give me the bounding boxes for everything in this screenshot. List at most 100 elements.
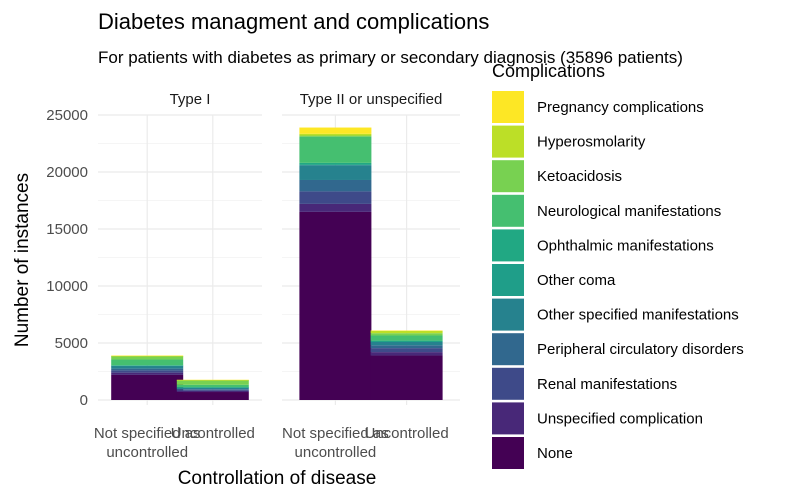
legend-item: Hyperosmolarity <box>492 125 646 158</box>
bar-segment <box>299 127 372 134</box>
bar-segment <box>111 365 184 369</box>
legend-swatch <box>492 194 524 227</box>
legend-item: Pregnancy complications <box>492 91 704 123</box>
x-axis-title: Controllation of disease <box>178 468 377 489</box>
bar-segment <box>370 333 443 336</box>
y-tick-label: 0 <box>80 392 88 409</box>
legend-title: Complications <box>492 61 605 81</box>
legend-swatch <box>492 402 524 435</box>
facet-label: Type I <box>170 91 211 108</box>
facet-label: Type II or unspecified <box>300 91 443 108</box>
bar-segment <box>111 355 184 357</box>
bar-segment <box>299 191 372 204</box>
bar-segment <box>111 365 184 367</box>
bar-segment <box>176 390 249 393</box>
bar-segment <box>176 387 249 390</box>
bar-segment <box>176 380 249 385</box>
legend-swatch <box>492 437 524 469</box>
bar-segment <box>370 330 443 334</box>
bar-segment <box>370 335 443 341</box>
legend-label: Unspecified complication <box>537 410 703 427</box>
legend-label: Pregnancy complications <box>537 99 704 116</box>
bar-segment <box>370 330 443 331</box>
bar-segment <box>370 345 443 349</box>
bar-segment <box>299 179 372 192</box>
legend-label: Peripheral circulatory disorders <box>537 341 744 358</box>
x-axis: Not specified as uncontrolledUncontrolled… <box>94 425 449 461</box>
y-tick-label: 25000 <box>46 107 88 124</box>
legend-label: Other specified manifestations <box>537 307 739 324</box>
legend-swatch <box>492 229 524 262</box>
bar-segment <box>176 389 249 390</box>
bar-segment <box>299 203 372 212</box>
bar-segment <box>370 355 443 400</box>
legend-swatch <box>492 367 524 400</box>
bar-segment <box>370 341 443 343</box>
legend-label: Neurological manifestations <box>537 203 721 220</box>
chart-subtitle: For patients with diabetes as primary or… <box>98 48 683 67</box>
x-tick-label: Uncontrolled <box>171 425 255 442</box>
plot-panels: Type I Type II or unspecified <box>98 91 460 405</box>
legend-item: Ophthalmic manifestations <box>492 229 714 262</box>
bar-segment <box>176 392 249 400</box>
legend-label: None <box>537 445 573 462</box>
chart-title: Diabetes managment and complications <box>98 9 489 34</box>
legend-item: Neurological manifestations <box>492 194 721 227</box>
legend-label: Renal manifestations <box>537 376 677 393</box>
bar-segment <box>111 365 184 366</box>
legend-item: Peripheral circulatory disorders <box>492 333 744 366</box>
x-tick-label: Not specified as uncontrolled <box>94 425 201 461</box>
bar-segment <box>111 359 184 366</box>
bar-segment <box>111 368 184 371</box>
bar-segment <box>111 374 184 400</box>
y-tick-label: 10000 <box>46 278 88 295</box>
legend-item: Other specified manifestations <box>492 298 739 331</box>
bar-segment <box>111 372 184 375</box>
legend-label: Other coma <box>537 272 616 289</box>
legend-swatch <box>492 91 524 123</box>
legend-label: Ketoacidosis <box>537 168 622 185</box>
bar-segment <box>370 340 443 342</box>
legend-swatch <box>492 298 524 331</box>
bar-segment <box>299 135 372 137</box>
y-axis: 0 5000 10000 15000 20000 25000 <box>46 107 88 409</box>
bar-segment <box>176 389 249 391</box>
legend-item: Renal manifestations <box>492 367 677 400</box>
bar-segment <box>370 352 443 356</box>
legend-label: Ophthalmic manifestations <box>537 237 714 254</box>
legend-swatch <box>492 125 524 158</box>
bar-segment <box>176 387 249 388</box>
bar-segment <box>176 384 249 388</box>
x-tick-label: Not specified as uncontrolled <box>282 425 389 461</box>
legend-item: Ketoacidosis <box>492 160 622 193</box>
legend-swatch <box>492 333 524 366</box>
bar-segment <box>370 341 443 346</box>
bar-segment <box>299 211 372 400</box>
y-tick-label: 15000 <box>46 221 88 238</box>
bar-segment <box>299 164 372 166</box>
bar-segment <box>111 355 184 357</box>
panel-0: Type I <box>98 91 262 405</box>
bar-segment <box>299 133 372 136</box>
bar-segment <box>111 356 184 360</box>
y-tick-label: 20000 <box>46 164 88 181</box>
y-axis-title: Number of instances <box>12 173 33 347</box>
legend-swatch <box>492 160 524 193</box>
bar-segment <box>111 370 184 373</box>
bar-segment <box>176 379 249 381</box>
panel-1: Type II or unspecified <box>282 91 460 405</box>
bar-segment <box>299 165 372 180</box>
bar-segment <box>176 387 249 388</box>
legend-swatch <box>492 264 524 296</box>
legend-item: Unspecified complication <box>492 402 703 435</box>
legend: Complications Pregnancy complications Hyp… <box>492 61 744 469</box>
x-tick-label: Uncontrolled <box>364 425 448 442</box>
bar-segment <box>299 136 372 163</box>
legend-label: Hyperosmolarity <box>537 134 646 151</box>
bar-segment <box>370 348 443 353</box>
bar-segment <box>299 162 372 165</box>
legend-item: Other coma <box>492 264 616 296</box>
legend-item: None <box>492 437 573 469</box>
y-tick-label: 5000 <box>55 335 88 352</box>
